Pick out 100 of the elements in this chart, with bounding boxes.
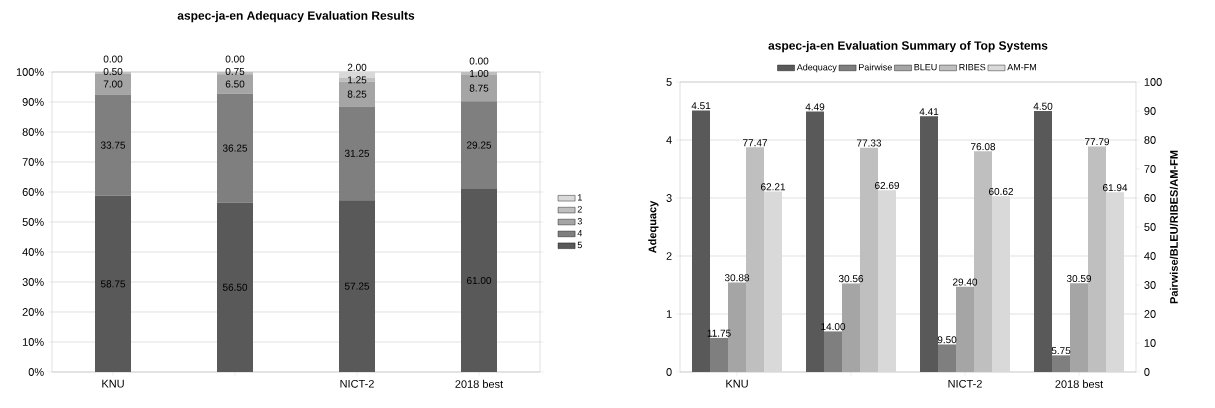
bar: [1052, 355, 1071, 372]
bar: [339, 72, 376, 78]
data-label: 8.25: [347, 90, 367, 98]
y-tick-label: 1: [666, 310, 672, 318]
y-tick-label: 70%: [22, 158, 44, 166]
legend-label: 2: [577, 206, 582, 213]
data-label: 77.33: [857, 139, 882, 147]
y2-tick-label: 40: [1144, 252, 1156, 260]
y-tick-label: 60%: [22, 188, 44, 196]
legend-label: 3: [577, 218, 582, 225]
y2-tick-label: 80: [1144, 136, 1156, 144]
data-label: 62.21: [761, 183, 786, 191]
data-label: 30.88: [724, 274, 750, 282]
legend-label: BLEU: [914, 63, 937, 71]
y-tick-label: 2: [666, 252, 672, 260]
data-label: 60.62: [989, 187, 1014, 195]
legend-label: Adequacy: [796, 63, 837, 73]
y-axis-title: Adequacy: [648, 200, 659, 254]
x-tick-label: NICT-2: [340, 379, 374, 388]
data-label: 0.00: [469, 57, 489, 65]
data-label: 2.00: [347, 63, 367, 71]
y2-tick-label: 20: [1144, 310, 1156, 318]
y2-tick-label: 50: [1144, 223, 1156, 231]
bar: [710, 337, 729, 372]
data-label: 0.50: [103, 67, 123, 76]
legend-label: 1: [578, 194, 582, 201]
data-label: 57.25: [344, 282, 370, 290]
data-label: 76.08: [971, 143, 996, 151]
data-label: 4.50: [1033, 102, 1053, 110]
data-label: 56.50: [222, 283, 248, 291]
x-tick-label: NICT-2: [948, 379, 982, 388]
y-tick-label: 90%: [22, 98, 44, 106]
data-label: 61.94: [1103, 184, 1128, 192]
y-tick-label: 0: [666, 368, 672, 376]
data-label: 7.00: [103, 80, 123, 88]
data-label: 4.51: [691, 102, 711, 110]
bar: [217, 93, 253, 203]
data-label: 4.41: [919, 108, 939, 116]
y2-axis-title: Pairwise/BLEU/RIBES/AM-FM: [1169, 150, 1178, 304]
chart-title: aspec-ja-en Adequacy Evaluation Results: [177, 10, 415, 23]
chart-title: aspec-ja-en Evaluation Summary of Top Systems: [768, 40, 1048, 53]
data-label: 29.40: [953, 278, 978, 286]
bar: [95, 94, 132, 196]
y2-tick-label: 0: [1144, 368, 1150, 376]
data-label: 36.25: [222, 144, 248, 152]
data-label: 1.00: [470, 69, 489, 78]
y-tick-label: 20%: [22, 308, 44, 316]
bar: [95, 73, 132, 95]
y-tick-label: 10%: [22, 338, 44, 346]
data-label: 8.75: [469, 84, 489, 92]
y-tick-label: 4: [666, 136, 672, 144]
bar: [339, 78, 376, 82]
bar: [217, 202, 253, 372]
bar: [824, 331, 843, 372]
legend-label: 4: [577, 230, 583, 237]
data-label: 6.50: [225, 80, 245, 88]
y-tick-label: 30%: [22, 278, 44, 286]
data-label: 30.56: [838, 275, 864, 283]
y-tick-label: 3: [666, 194, 672, 202]
data-label: 33.75: [100, 141, 126, 149]
x-tick-label: KNU: [102, 379, 124, 388]
y2-tick-label: 100: [1144, 78, 1162, 86]
x-tick-label: 2018 best: [1055, 379, 1104, 388]
data-label: 29.25: [466, 141, 492, 149]
y2-tick-label: 10: [1144, 339, 1156, 347]
data-label: 77.79: [1085, 138, 1110, 146]
data-label: 77.47: [743, 139, 768, 147]
data-label: 58.75: [100, 280, 126, 288]
bar: [461, 101, 497, 189]
bar: [878, 190, 897, 372]
data-label: 31.25: [344, 149, 370, 157]
x-tick-label: 2018 best: [455, 379, 504, 388]
data-label: 30.59: [1066, 275, 1092, 283]
data-label: 5.75: [1051, 347, 1071, 355]
y-tick-label: 5: [666, 78, 672, 86]
bar: [339, 106, 376, 201]
legend-label: Pairwise: [859, 63, 892, 71]
bar: [1106, 192, 1125, 372]
y2-tick-label: 70: [1144, 165, 1156, 173]
bar: [461, 75, 497, 102]
legend-label: RIBES: [959, 63, 986, 71]
data-label: 0.00: [225, 55, 245, 63]
x-tick-label: KNU: [726, 379, 748, 388]
y2-tick-label: 30: [1144, 281, 1156, 289]
y-tick-label: 40%: [22, 248, 44, 256]
y2-tick-label: 60: [1144, 194, 1156, 202]
data-label: 61.00: [466, 276, 492, 285]
bar: [339, 200, 376, 372]
legend-label: 5: [577, 241, 582, 249]
bar: [1070, 283, 1089, 372]
y-tick-label: 0%: [28, 368, 44, 376]
data-label: 62.69: [875, 181, 900, 189]
data-label: 0.00: [103, 55, 123, 63]
y-tick-label: 100%: [16, 68, 44, 76]
data-label: 0.75: [225, 67, 245, 76]
y-tick-label: 80%: [22, 128, 44, 136]
y2-tick-label: 90: [1144, 107, 1156, 115]
bar: [938, 344, 957, 372]
bar: [461, 189, 497, 372]
bar: [992, 196, 1011, 372]
